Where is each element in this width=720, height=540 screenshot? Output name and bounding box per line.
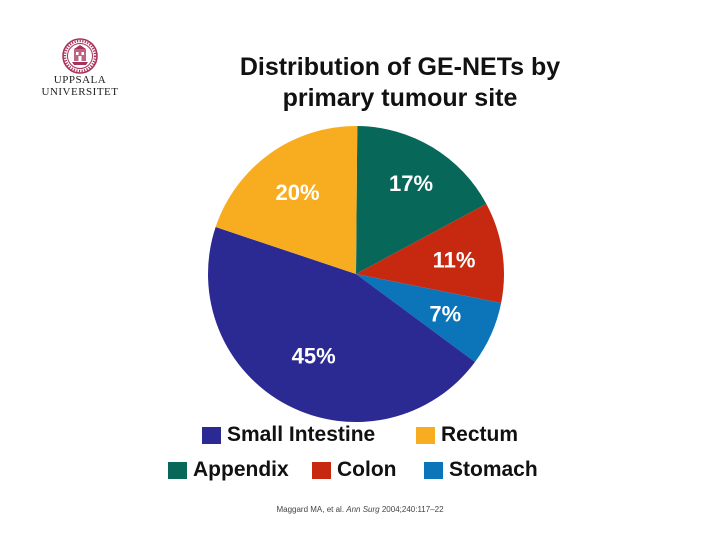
pie-label-rectum: 20%: [276, 180, 320, 205]
reference-journal: Ann Surg: [346, 505, 380, 514]
university-seal-icon: [62, 38, 98, 74]
reference-details: 2004;240:117–22: [379, 505, 444, 514]
pie-label-appendix: 17%: [389, 171, 433, 196]
pie-label-colon: 11%: [433, 247, 476, 272]
reference-citation: Maggard MA, et al. Ann Surg 2004;240:117…: [0, 505, 720, 514]
page-title: Distribution of GE-NETs by primary tumou…: [180, 52, 620, 114]
reference-authors: Maggard MA, et al.: [276, 505, 347, 514]
logo-line-1: UPPSALA: [53, 74, 107, 86]
title-line-1: Distribution of GE-NETs by: [239, 53, 561, 81]
pie-slice-colon: [356, 203, 504, 304]
university-logo: UPPSALA UNIVERSITET: [40, 38, 120, 98]
title-line-2: primary tumour site: [282, 84, 518, 112]
pie-slice-appendix: [356, 126, 487, 274]
logo-line-2: UNIVERSITET: [41, 86, 119, 98]
pie-slice-rectum: [215, 126, 358, 274]
pie-label-small-intestine: 45%: [292, 343, 336, 368]
pie-slice-small-intestine: [207, 227, 475, 423]
pie-label-stomach: 7%: [429, 302, 461, 327]
pie-slice-stomach: [356, 274, 502, 363]
